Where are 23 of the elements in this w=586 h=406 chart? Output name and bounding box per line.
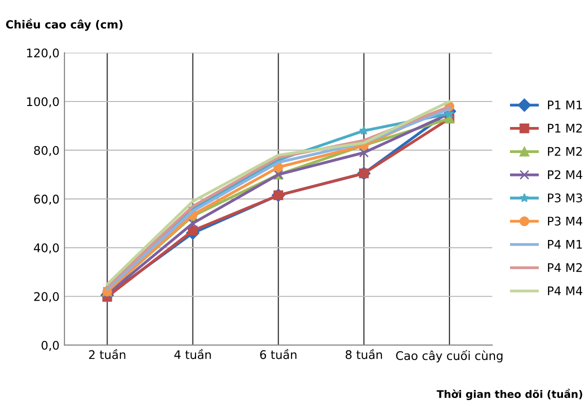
legend-label: P3 M3: [548, 193, 582, 202]
x-tick-label: 4 tuần: [174, 348, 211, 360]
y-tick-label: 80,0: [34, 146, 59, 156]
legend-label: P3 M4: [548, 216, 582, 226]
legend-label: P4 M2: [548, 263, 582, 272]
legend-label: P4 M1: [548, 240, 582, 249]
x-tick-label: Cao cây cuối cùng: [396, 350, 502, 362]
y-tick-label: 60,0: [34, 194, 59, 205]
legend-label: P2 M2: [548, 146, 582, 156]
y-tick-label: 20,0: [34, 292, 59, 302]
x-axis-title: Thời gian theo dõi (tuần): [436, 388, 582, 400]
y-tick-label: 120,0: [27, 48, 59, 59]
x-tick-label: 2 tuần: [89, 348, 126, 360]
x-tick-label: 6 tuần: [260, 348, 296, 360]
legend-label: P2 M4: [548, 170, 582, 179]
legend-label: P1 M2: [548, 124, 582, 133]
y-tick-label: 40,0: [34, 243, 59, 254]
legend-label: P1 M1: [548, 100, 582, 110]
y-tick-label: 0,0: [42, 340, 59, 351]
x-tick-label: 8 tuần: [346, 348, 382, 360]
y-axis-title: Chiều cao cây (cm): [6, 18, 122, 31]
legend-label: P4 M4: [548, 286, 582, 296]
y-tick-label: 100,0: [27, 97, 59, 108]
